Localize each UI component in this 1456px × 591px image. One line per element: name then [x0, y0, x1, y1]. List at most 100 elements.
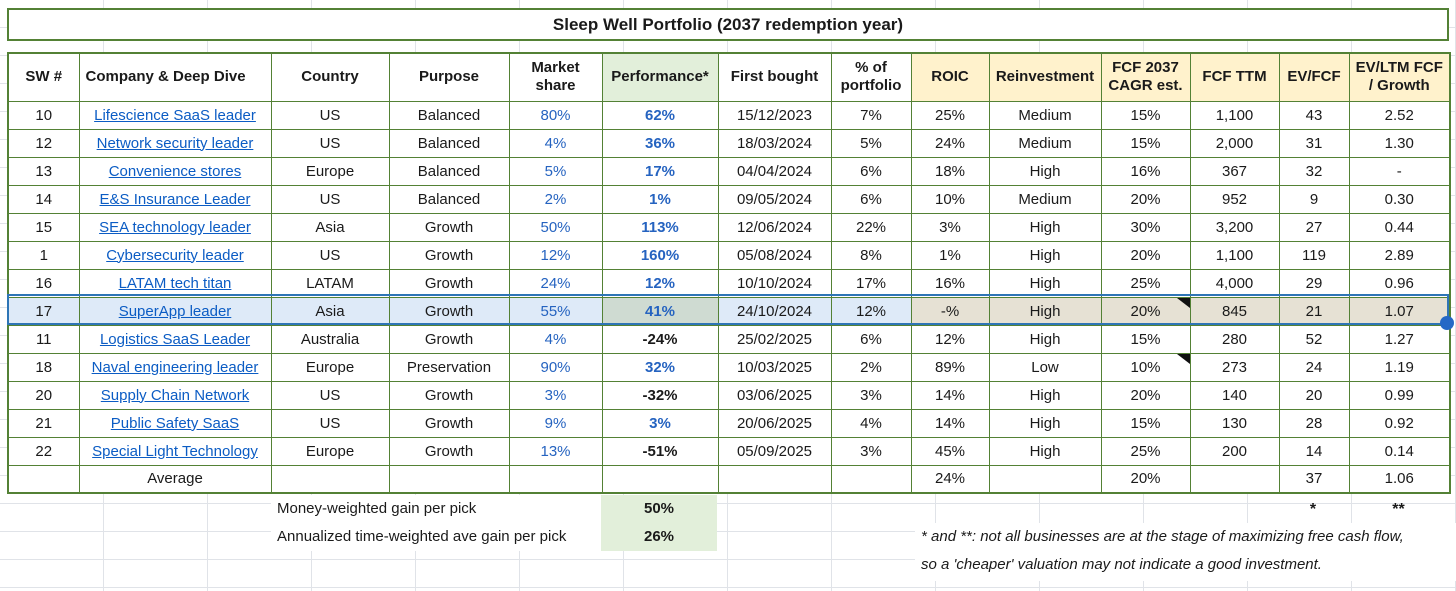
cell-company[interactable]: E&S Insurance Leader	[78, 184, 272, 214]
cell-reinvestment[interactable]: High	[988, 436, 1102, 466]
cell-ev-ltm-fcf-growth[interactable]: 2.52	[1348, 100, 1451, 130]
cell-market-share[interactable]: 80%	[508, 100, 603, 130]
cell-market-share[interactable]: 5%	[508, 156, 603, 186]
cell-performance[interactable]: 3%	[601, 408, 719, 438]
cell-sw-number[interactable]: 22	[7, 436, 80, 466]
cell-company[interactable]: Public Safety SaaS	[78, 408, 272, 438]
table-row[interactable]: 17 SuperApp leader Asia Growth 55% 41% 2…	[7, 296, 1451, 326]
cell-sw-number[interactable]: 15	[7, 212, 80, 242]
col-header-first-bought[interactable]: First bought	[717, 52, 832, 102]
cell-ev-fcf[interactable]: 9	[1278, 184, 1350, 214]
cell-reinvestment[interactable]: Medium	[988, 100, 1102, 130]
cell-roic[interactable]: 1%	[910, 240, 990, 270]
cell-fcf-cagr[interactable]: 15%	[1100, 128, 1191, 158]
cell-reinvestment[interactable]: High	[988, 408, 1102, 438]
cell-fcf-cagr[interactable]: 20%	[1100, 296, 1191, 326]
cell-roic[interactable]: 45%	[910, 436, 990, 466]
cell-roic[interactable]: 14%	[910, 380, 990, 410]
cell-fcf-cagr[interactable]: 20%	[1100, 380, 1191, 410]
company-link[interactable]: Network security leader	[96, 134, 254, 152]
cell-fcf-ttm[interactable]: 130	[1189, 408, 1280, 438]
cell-performance[interactable]: -32%	[601, 380, 719, 410]
cell-roic[interactable]: 25%	[910, 100, 990, 130]
cell-avg-label[interactable]: Average	[78, 464, 272, 494]
cell-reinvestment[interactable]: High	[988, 380, 1102, 410]
company-link[interactable]: E&S Insurance Leader	[99, 190, 251, 208]
cell-country[interactable]: Asia	[270, 296, 390, 326]
cell-ev-fcf[interactable]: 20	[1278, 380, 1350, 410]
cell-country[interactable]: US	[270, 408, 390, 438]
cell-roic[interactable]: 12%	[910, 324, 990, 354]
cell-ev-fcf[interactable]: 27	[1278, 212, 1350, 242]
annualized-label[interactable]: Annualized time-weighted ave gain per pi…	[277, 523, 607, 551]
cell-reinvestment[interactable]: Low	[988, 352, 1102, 382]
cell-performance[interactable]: 62%	[601, 100, 719, 130]
cell-company[interactable]: SEA technology leader	[78, 212, 272, 242]
cell-purpose[interactable]: Growth	[388, 436, 510, 466]
money-weighted-value[interactable]: 50%	[601, 495, 717, 523]
cell-country[interactable]: US	[270, 184, 390, 214]
cell-purpose[interactable]: Growth	[388, 324, 510, 354]
cell-sw-number[interactable]: 20	[7, 380, 80, 410]
cell-sw-number[interactable]: 13	[7, 156, 80, 186]
cell-reinvestment[interactable]: High	[988, 268, 1102, 298]
cell-pct-portfolio[interactable]: 2%	[830, 352, 912, 382]
cell-ev-fcf[interactable]: 14	[1278, 436, 1350, 466]
cell-fcf-ttm[interactable]: 273	[1189, 352, 1280, 382]
cell-market-share[interactable]: 55%	[508, 296, 603, 326]
cell-performance[interactable]: 12%	[601, 268, 719, 298]
cell-avg-first-bought[interactable]	[717, 464, 832, 494]
cell-performance[interactable]: 160%	[601, 240, 719, 270]
table-row[interactable]: 21 Public Safety SaaS US Growth 9% 3% 20…	[7, 408, 1451, 438]
col-header-reinvestment[interactable]: Reinvestment	[988, 52, 1102, 102]
annualized-value[interactable]: 26%	[601, 523, 717, 551]
cell-avg-sw[interactable]	[7, 464, 80, 494]
cell-first-bought[interactable]: 18/03/2024	[717, 128, 832, 158]
cell-company[interactable]: Logistics SaaS Leader	[78, 324, 272, 354]
cell-first-bought[interactable]: 03/06/2025	[717, 380, 832, 410]
cell-avg-pct-portfolio[interactable]	[830, 464, 912, 494]
cell-roic[interactable]: 89%	[910, 352, 990, 382]
cell-reinvestment[interactable]: High	[988, 212, 1102, 242]
col-header-country[interactable]: Country	[270, 52, 390, 102]
cell-purpose[interactable]: Growth	[388, 380, 510, 410]
cell-market-share[interactable]: 4%	[508, 324, 603, 354]
table-row[interactable]: 12 Network security leader US Balanced 4…	[7, 128, 1451, 158]
cell-country[interactable]: Europe	[270, 352, 390, 382]
cell-pct-portfolio[interactable]: 6%	[830, 184, 912, 214]
cell-roic[interactable]: 18%	[910, 156, 990, 186]
cell-purpose[interactable]: Balanced	[388, 184, 510, 214]
table-row[interactable]: 1 Cybersecurity leader US Growth 12% 160…	[7, 240, 1451, 270]
cell-ev-ltm-fcf-growth[interactable]: 0.14	[1348, 436, 1451, 466]
company-link[interactable]: SEA technology leader	[99, 218, 251, 236]
cell-company[interactable]: SuperApp leader	[78, 296, 272, 326]
cell-purpose[interactable]: Growth	[388, 268, 510, 298]
cell-pct-portfolio[interactable]: 17%	[830, 268, 912, 298]
cell-fcf-ttm[interactable]: 1,100	[1189, 240, 1280, 270]
cell-avg-ev-ltm-fcf-growth[interactable]: 1.06	[1348, 464, 1451, 494]
cell-purpose[interactable]: Balanced	[388, 156, 510, 186]
cell-ev-fcf[interactable]: 28	[1278, 408, 1350, 438]
cell-pct-portfolio[interactable]: 3%	[830, 436, 912, 466]
cell-market-share[interactable]: 90%	[508, 352, 603, 382]
cell-ev-fcf[interactable]: 29	[1278, 268, 1350, 298]
cell-market-share[interactable]: 4%	[508, 128, 603, 158]
company-link[interactable]: Public Safety SaaS	[110, 414, 240, 432]
cell-avg-ev-fcf[interactable]: 37	[1278, 464, 1350, 494]
cell-avg-market-share[interactable]	[508, 464, 603, 494]
cell-avg-fcf-cagr[interactable]: 20%	[1100, 464, 1191, 494]
cell-ev-ltm-fcf-growth[interactable]: 0.92	[1348, 408, 1451, 438]
cell-ev-fcf[interactable]: 32	[1278, 156, 1350, 186]
cell-fcf-cagr[interactable]: 10%	[1100, 352, 1191, 382]
cell-market-share[interactable]: 3%	[508, 380, 603, 410]
cell-reinvestment[interactable]: Medium	[988, 128, 1102, 158]
company-link[interactable]: LATAM tech titan	[118, 274, 232, 292]
cell-ev-fcf[interactable]: 52	[1278, 324, 1350, 354]
cell-first-bought[interactable]: 12/06/2024	[717, 212, 832, 242]
col-header-roic[interactable]: ROIC	[910, 52, 990, 102]
cell-market-share[interactable]: 12%	[508, 240, 603, 270]
cell-ev-fcf[interactable]: 31	[1278, 128, 1350, 158]
cell-roic[interactable]: 24%	[910, 128, 990, 158]
cell-ev-ltm-fcf-growth[interactable]: 0.96	[1348, 268, 1451, 298]
cell-performance[interactable]: -24%	[601, 324, 719, 354]
